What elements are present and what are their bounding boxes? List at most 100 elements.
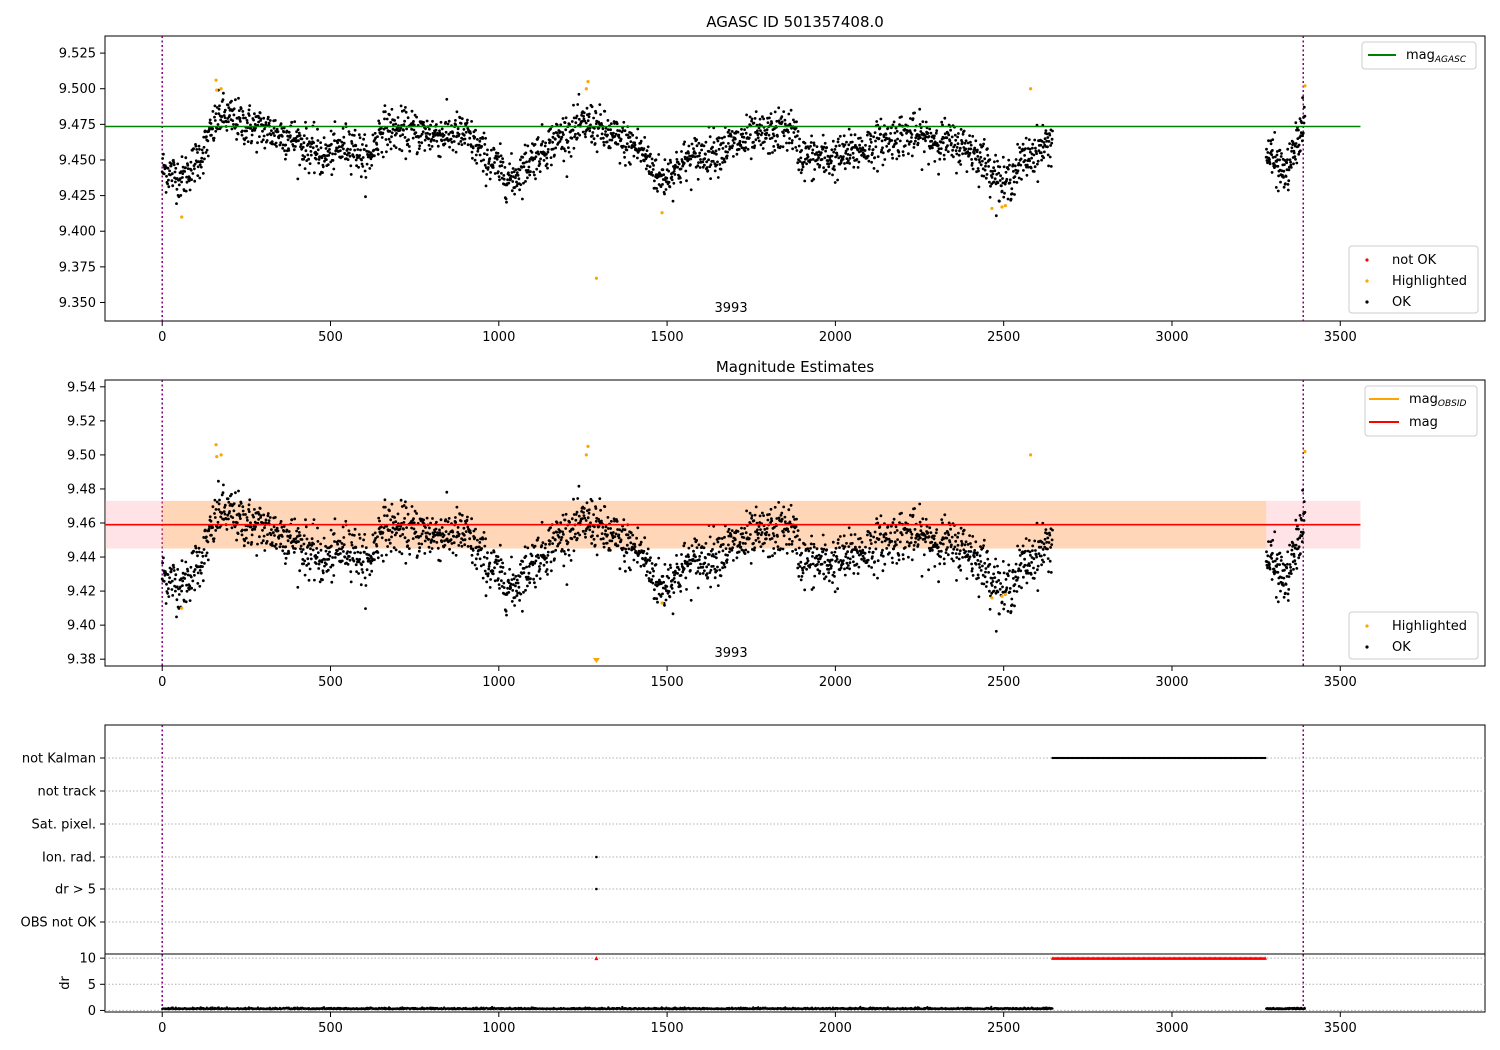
agasc-ok-point: [823, 141, 827, 145]
magnitude-ok-point: [800, 575, 804, 578]
magnitude-ok-point: [928, 549, 932, 553]
agasc-ok-point: [256, 141, 259, 145]
agasc-ok-point: [307, 171, 311, 175]
agasc-ok-point: [664, 188, 668, 191]
magnitude-ok-point: [532, 577, 535, 581]
agasc-ok-point: [869, 138, 872, 141]
magnitude-ok-point: [986, 549, 989, 553]
magnitude-ok-point: [997, 579, 1001, 582]
agasc-ok-point: [562, 133, 565, 137]
agasc-ok-point: [353, 128, 357, 132]
agasc-ok-point: [464, 130, 468, 134]
magnitude-ok-point: [790, 540, 794, 543]
magnitude-ok-point: [284, 545, 288, 549]
agasc-ok-point: [388, 129, 392, 133]
magnitude-ok-point: [1286, 562, 1289, 566]
agasc-ok-point: [370, 164, 374, 167]
agasc-ok-point: [574, 132, 577, 136]
magnitude-ok-point: [1022, 575, 1025, 579]
magnitude-ok-point: [440, 526, 444, 529]
magnitude-ok-point: [255, 554, 259, 557]
agasc-ok-point: [333, 139, 336, 143]
magnitude-ok-point: [969, 542, 972, 545]
agasc-ok-point: [459, 122, 463, 125]
magnitude-ok-point: [353, 527, 357, 531]
magnitude-ok-point: [895, 543, 898, 547]
agasc-ok-point: [529, 170, 532, 174]
agasc-ok-point: [1019, 157, 1023, 161]
agasc-xtick-label: 0: [158, 330, 166, 345]
magnitude-ok-point: [1042, 560, 1045, 564]
agasc-ok-point: [984, 164, 987, 168]
magnitude-ok-point: [507, 591, 511, 594]
magnitude-ok-point: [309, 547, 312, 551]
magnitude-ok-point: [918, 520, 922, 524]
agasc-ok-point: [968, 134, 971, 138]
agasc-ok-point: [543, 151, 546, 155]
magnitude-ok-point: [462, 526, 466, 530]
agasc-ok-point: [237, 109, 241, 112]
agasc-ok-point: [932, 136, 936, 140]
magnitude-ok-point: [536, 553, 540, 557]
magnitude-ok-point: [248, 498, 252, 502]
agasc-ok-point: [993, 160, 996, 164]
agasc-ok-point: [404, 157, 408, 161]
agasc-ok-point: [667, 180, 671, 184]
magnitude-ok-point: [629, 541, 633, 545]
agasc-ok-point: [439, 133, 442, 137]
agasc-ok-point: [244, 116, 247, 120]
magnitude-ok-point: [312, 542, 315, 546]
magnitude-ok-point: [614, 532, 618, 536]
agasc-ok-point: [663, 158, 667, 162]
agasc-ok-point: [1021, 142, 1025, 146]
agasc-ok-point: [711, 159, 715, 163]
magnitude-ok-point: [483, 569, 487, 573]
agasc-ok-point: [819, 151, 823, 155]
agasc-ok-point: [744, 146, 748, 150]
magnitude-ok-point: [571, 527, 575, 531]
agasc-ok-point: [936, 144, 940, 147]
agasc-ok-point: [1035, 152, 1038, 156]
agasc-ok-point: [588, 129, 592, 133]
magnitude-ok-point: [715, 556, 718, 560]
agasc-ok-point: [316, 148, 320, 152]
magnitude-ok-point: [487, 565, 491, 568]
agasc-ok-point: [780, 120, 784, 124]
magnitude-ok-point: [507, 578, 510, 582]
magnitude-ok-point: [304, 552, 308, 555]
agasc-ok-point: [346, 147, 350, 151]
agasc-ok-point: [302, 134, 306, 138]
magnitude-ok-point: [910, 558, 914, 562]
agasc-ok-point: [428, 127, 431, 131]
agasc-ok-point: [842, 155, 845, 159]
magnitude-ok-point: [232, 509, 236, 513]
agasc-ok-point: [772, 145, 776, 148]
agasc-ok-point: [651, 161, 654, 165]
magnitude-ok-point: [992, 589, 996, 593]
magnitude-ok-point: [665, 585, 669, 588]
magnitude-ok-point: [867, 564, 871, 568]
magnitude-ok-point: [361, 544, 364, 548]
agasc-ok-point: [482, 131, 486, 135]
magnitude-ok-point: [796, 529, 800, 532]
magnitude-ok-point: [977, 595, 981, 599]
magnitude-ok-point: [610, 519, 613, 523]
agasc-ok-point: [728, 147, 731, 151]
magnitude-ok-point: [357, 572, 360, 575]
agasc-ok-point: [239, 120, 242, 123]
magnitude-ok-point: [184, 572, 187, 576]
magnitude-ok-point: [982, 544, 985, 547]
magnitude-ok-point: [177, 593, 181, 596]
magnitude-ok-point: [1289, 565, 1292, 569]
magnitude-ok-point: [1048, 533, 1052, 537]
magnitude-xtick-label: 2500: [987, 675, 1020, 690]
agasc-ok-point: [208, 126, 211, 130]
magnitude-ok-point: [867, 550, 871, 554]
agasc-ok-point: [901, 150, 905, 154]
agasc-ok-point: [888, 148, 891, 152]
magnitude-ok-point: [756, 536, 760, 540]
agasc-ok-point: [165, 174, 168, 178]
agasc-ok-point: [356, 148, 360, 151]
agasc-ok-point: [1004, 170, 1008, 174]
agasc-ok-point: [943, 116, 947, 120]
